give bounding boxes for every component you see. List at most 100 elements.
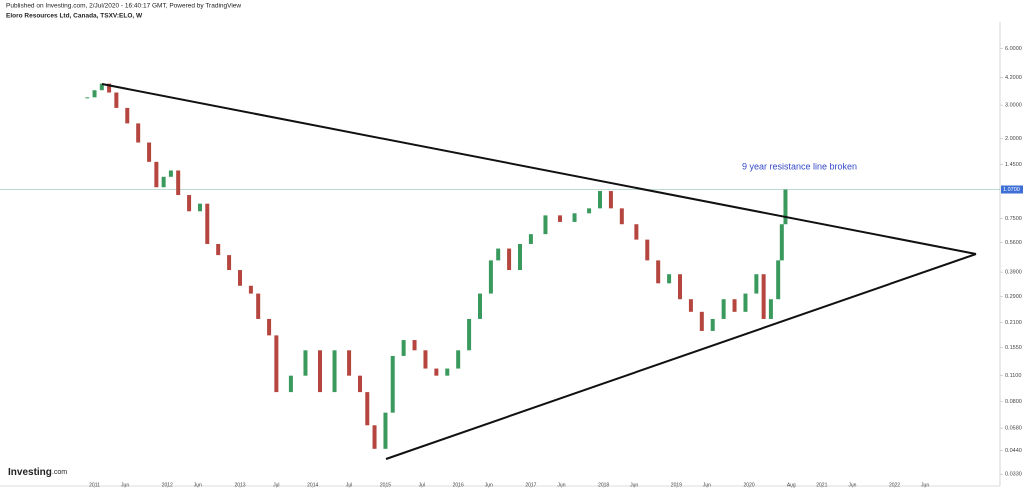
candle (154, 161, 159, 188)
x-tick-label: Jul (419, 482, 425, 488)
candle (678, 274, 682, 300)
candle (303, 350, 308, 376)
logo: Investing.com (8, 467, 67, 478)
candle (147, 142, 152, 162)
candle (456, 350, 461, 369)
y-tick-label: 0.2900 (1005, 294, 1022, 300)
candle (187, 195, 192, 212)
x-tick-label: Jun (848, 482, 856, 488)
x-tick-label: 2016 (453, 482, 464, 488)
support-line (385, 253, 977, 460)
y-tick-label: 3.0000 (1005, 103, 1022, 109)
x-tick-label: 2011 (89, 482, 100, 488)
y-tick-label: 6.0000 (1005, 46, 1022, 52)
candle (507, 248, 512, 271)
candle (619, 208, 624, 225)
candle (608, 191, 613, 209)
x-tick-label: 2014 (307, 482, 318, 488)
candle (205, 203, 210, 244)
last-price-label: 1.0700 (1003, 187, 1020, 193)
x-tick-label: Jun (630, 482, 638, 488)
y-tick-label: 0.0580 (1005, 426, 1022, 432)
annotation: 9 year resistance line broken (742, 161, 857, 171)
candle (248, 285, 253, 294)
symbol-title: Eloro Resources Ltd, Canada, TSXV:ELO, W (6, 13, 143, 20)
x-tick-label: Jun (703, 482, 711, 488)
candle (99, 83, 104, 91)
candle (365, 392, 370, 426)
logo-text: Investing (8, 467, 52, 478)
x-tick-label: Jun (121, 482, 129, 488)
y-tick-label: 0.0330 (1005, 472, 1022, 478)
candle (645, 239, 650, 261)
candle (358, 375, 362, 393)
y-tick-label: 0.1100 (1005, 373, 1021, 379)
x-tick-label: 2015 (380, 482, 391, 488)
candle (518, 243, 522, 271)
x-tick-label: Jun (557, 482, 565, 488)
x-tick-label: Jun (921, 482, 929, 488)
candle (445, 368, 450, 376)
y-tick-label: 0.3900 (1005, 270, 1022, 276)
y-tick-label: 0.0440 (1005, 448, 1022, 454)
candle (699, 311, 704, 331)
y-tick-label: 2.0000 (1005, 136, 1022, 142)
y-tick-label: 0.5600 (1005, 240, 1022, 246)
candle (488, 260, 493, 294)
candle (528, 234, 533, 244)
plot (0, 83, 1000, 449)
candle (776, 260, 781, 300)
x-tick-label: 2013 (234, 482, 245, 488)
x-tick-label: 2021 (816, 482, 827, 488)
candle (710, 318, 715, 331)
x-tick-label: Aug (787, 482, 796, 488)
resistance-line (101, 83, 977, 255)
candle (125, 107, 130, 124)
candle (274, 335, 279, 393)
candle (267, 318, 272, 336)
candle (85, 97, 90, 99)
published-note: Published on Investing.com, 2/Jul/2020 -… (6, 3, 241, 10)
logo-suffix: .com (52, 469, 67, 476)
candle (721, 299, 726, 319)
candle (198, 203, 202, 212)
x-tick-label: 2018 (598, 482, 609, 488)
candle (761, 274, 766, 319)
x-tick-label: 2022 (889, 482, 900, 488)
candle (587, 208, 592, 214)
candle (176, 170, 181, 196)
candle (216, 243, 221, 256)
candle (572, 213, 577, 222)
candle (383, 412, 388, 449)
y-tick-label: 0.1550 (1005, 345, 1022, 351)
candle (161, 176, 166, 188)
candle (107, 83, 112, 93)
y-tick-label: 0.7500 (1005, 216, 1022, 222)
candle (168, 170, 173, 177)
candle (347, 350, 352, 376)
candle (496, 248, 501, 261)
y-tick-label: 0.2100 (1005, 320, 1022, 326)
candle (114, 92, 119, 108)
candle (332, 350, 337, 393)
candle (434, 368, 439, 376)
y-tick-label: 0.0800 (1005, 399, 1022, 405)
candle (667, 274, 672, 284)
x-tick-label: Jun (194, 482, 202, 488)
candle (412, 340, 417, 351)
candle (227, 255, 232, 271)
candle (288, 375, 293, 393)
x-tick-label: Jul (273, 482, 279, 488)
candle (423, 350, 428, 369)
candle (136, 123, 141, 143)
x-tick-label: 2019 (671, 482, 682, 488)
candle (401, 340, 406, 356)
candle (390, 355, 395, 413)
candle (543, 215, 548, 235)
candle (768, 299, 773, 319)
x-tick-label: 2017 (525, 482, 536, 488)
candle (598, 191, 602, 209)
candle (318, 350, 322, 393)
candle (656, 260, 661, 284)
